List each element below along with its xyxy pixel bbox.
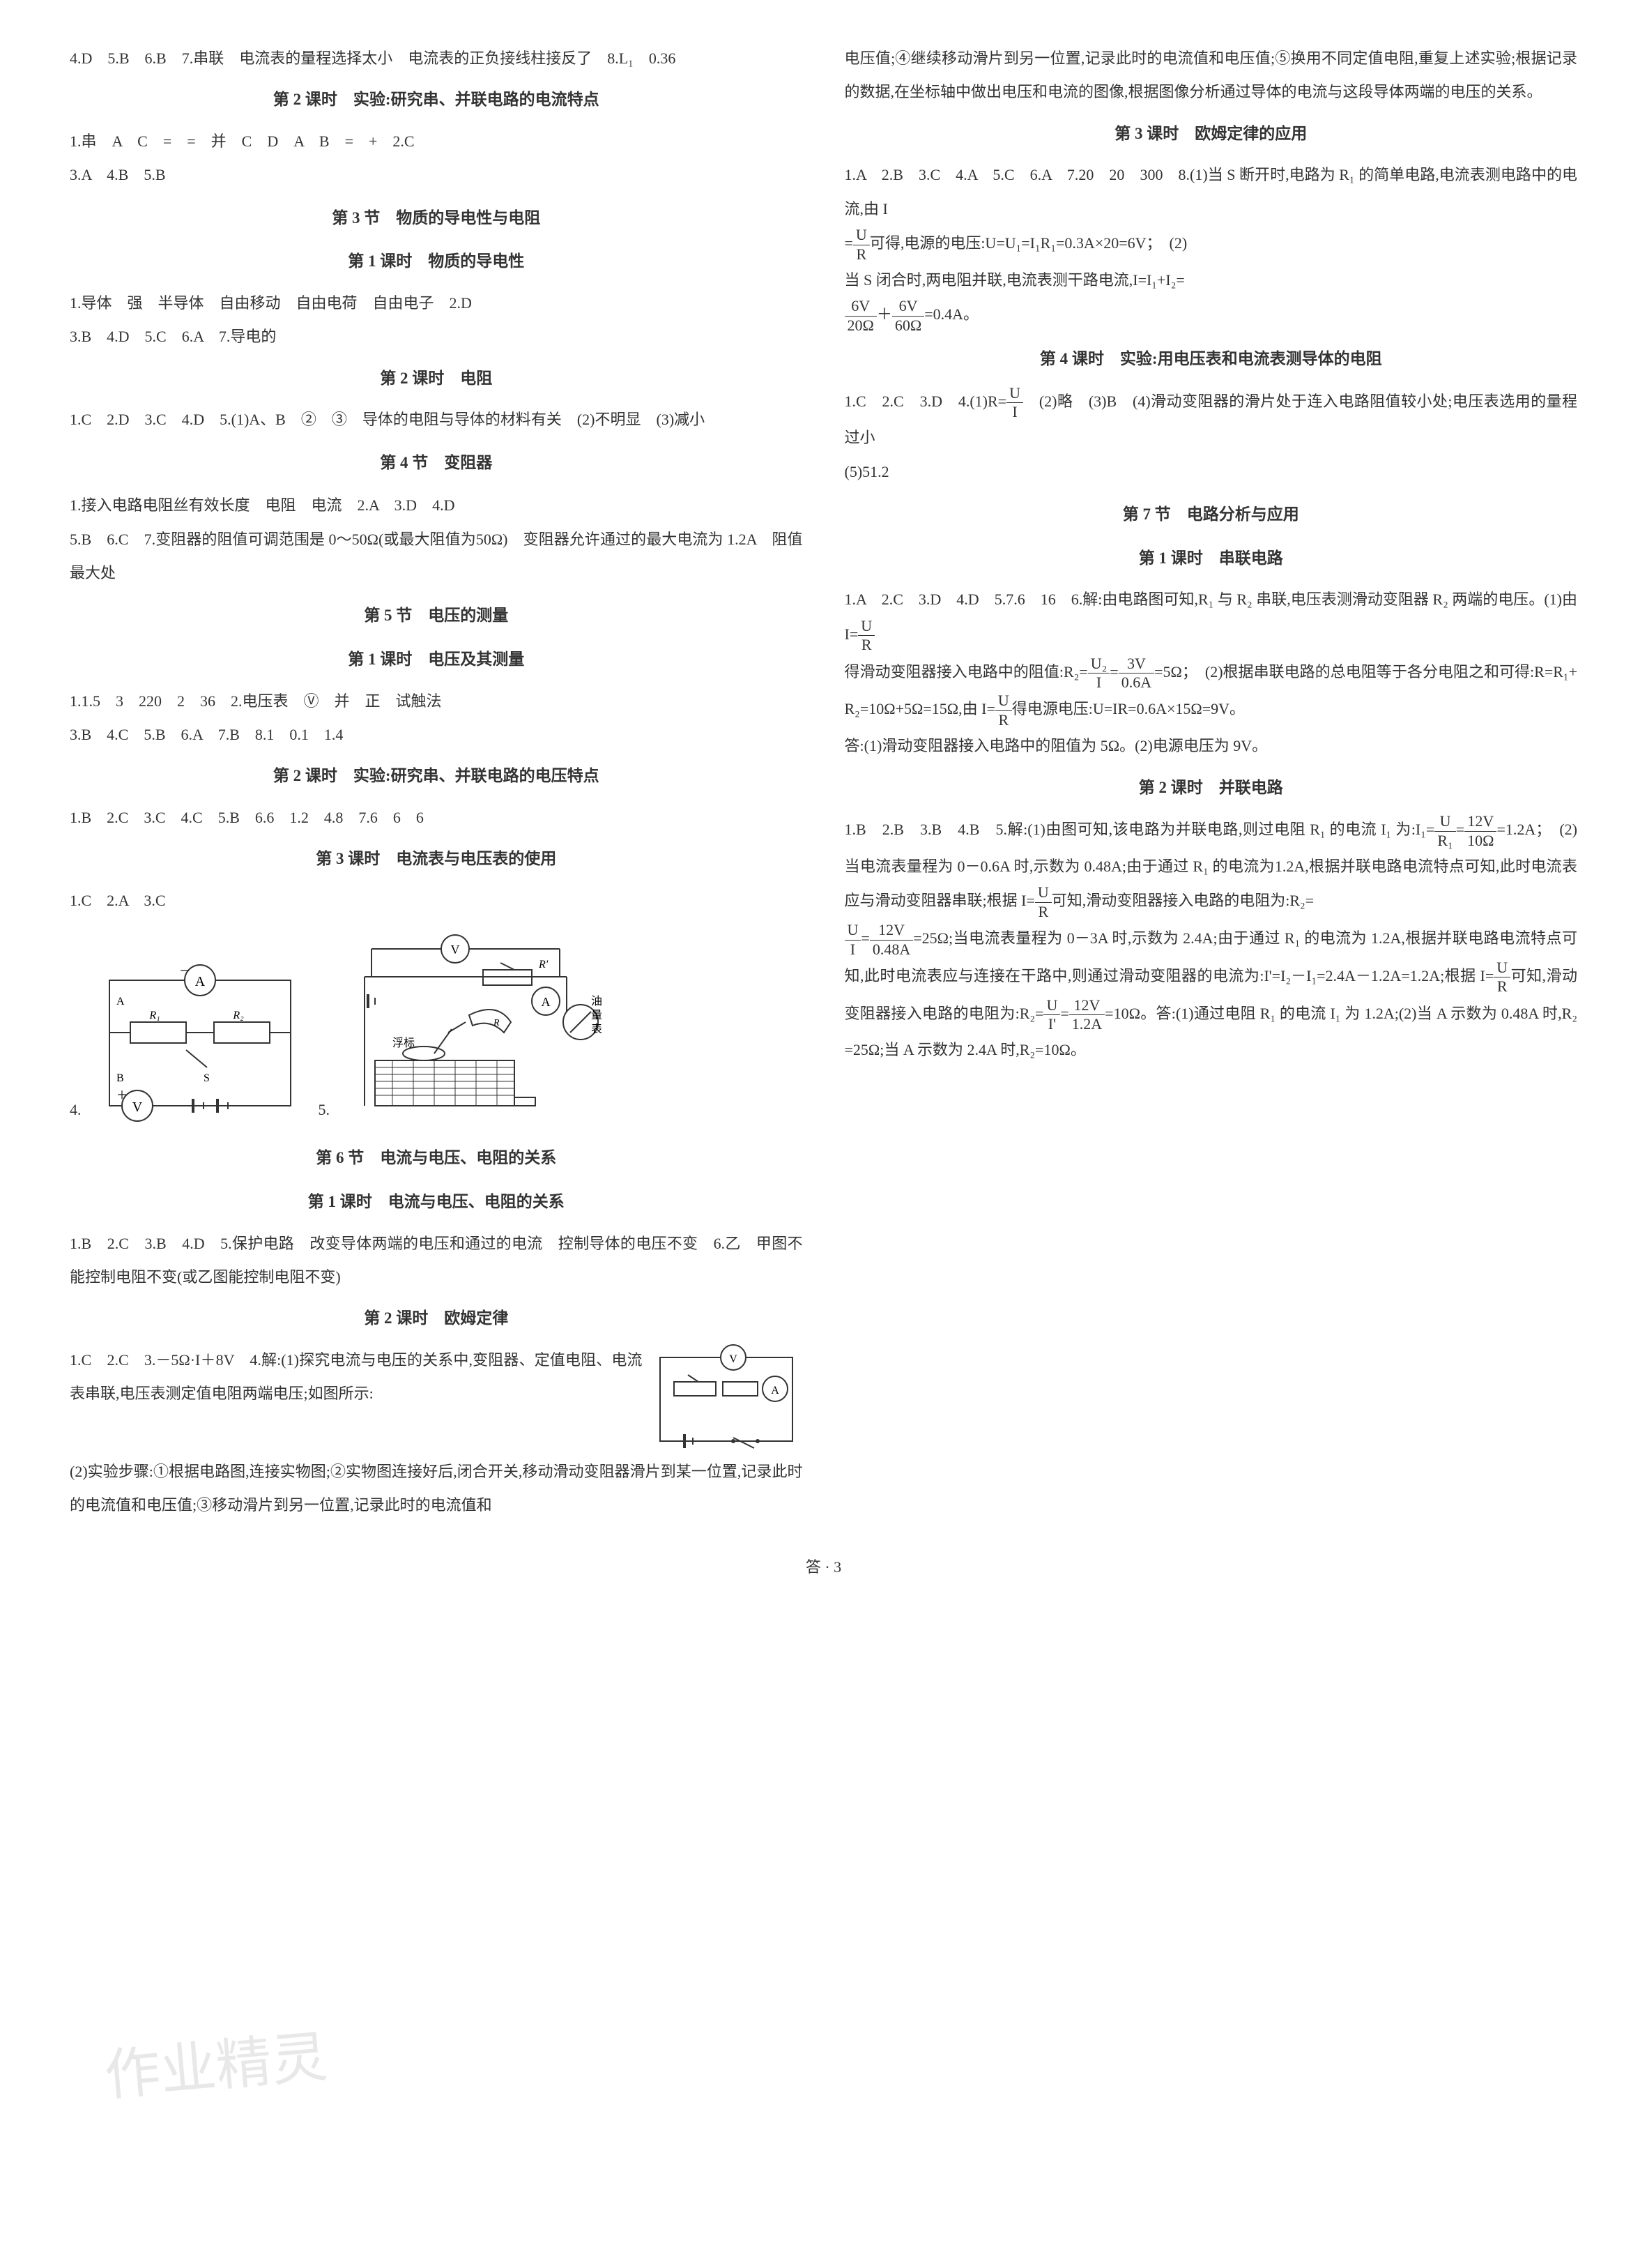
answer-line: (2)实验步骤:①根据电路图,连接实物图;②实物图连接好后,闭合开关,移动滑动变… xyxy=(70,1455,803,1523)
formula-after: =0.4A。 xyxy=(924,305,979,323)
svg-text:A: A xyxy=(542,995,551,1009)
answer-line: 电压值;④继续移动滑片到另一位置,记录此时的电流值和电压值;⑤换用不同定值电阻,… xyxy=(845,42,1578,109)
answer-line: 1.导体 强 半导体 自由移动 自由电荷 自由电子 2.D xyxy=(70,287,803,320)
answer-line: 1.C 2.C 3.D 4.(1)R=UI (2)略 (3)B (4)滑动变阻器… xyxy=(845,384,1578,455)
left-column: 4.D 5.B 6.B 7.串联 电流表的量程选择太小 电流表的正负接线柱接反了… xyxy=(70,42,803,1523)
svg-text:量: 量 xyxy=(591,1010,602,1021)
section-title: 第 6 节 电流与电压、电阻的关系 xyxy=(70,1141,803,1176)
answer-line: 1.串 A C = = 并 C D A B = + 2.C xyxy=(70,125,803,158)
lesson-title: 第 4 课时 实验:用电压表和电流表测导体的电阻 xyxy=(845,342,1578,377)
answer-line: 3.B 4.D 5.C 6.A 7.导电的 xyxy=(70,320,803,353)
lesson-title: 第 1 课时 物质的导电性 xyxy=(70,244,803,280)
answer-text: 1.C 2.C 3.D 4.(1)R= xyxy=(845,393,1007,410)
lesson-title: 第 2 课时 实验:研究串、并联电路的电压特点 xyxy=(70,759,803,794)
svg-text:S: S xyxy=(204,1072,210,1084)
answer-text: 得电源电压:U=IR=0.6A×15Ω=9V。 xyxy=(1012,700,1245,717)
answer-text: =25Ω;当电流表量程为 0－3A 时,示数为 2.4A;由于通过 R₁ 的电流… xyxy=(845,929,1578,984)
answer-text: 1.B 2.B 3.B 4.B 5.解:(1)由图可知,该电路为并联电路,则过电… xyxy=(845,821,1435,838)
answer-line: 答:(1)滑动变阻器接入电路中的阻值为 5Ω。(2)电源电压为 9V。 xyxy=(845,729,1578,763)
circuit-diagrams-row: 4. A － R₁ R₂ A B S V ＋ xyxy=(70,931,803,1127)
lesson-title: 第 1 课时 电流与电压、电阻的关系 xyxy=(70,1185,803,1220)
lesson-title: 第 3 课时 欧姆定律的应用 xyxy=(845,116,1578,152)
circuit-diagram-ohm: V A xyxy=(650,1344,803,1455)
answer-line: 1.B 2.C 3.B 4.D 5.保护电路 改变导体两端的电压和通过的电流 控… xyxy=(70,1227,803,1295)
answer-text: 得滑动变阻器接入电路中的阻值:R₂= xyxy=(845,663,1088,680)
lesson-title: 第 1 课时 串联电路 xyxy=(845,541,1578,577)
lesson-title: 第 2 课时 实验:研究串、并联电路的电流特点 xyxy=(70,82,803,118)
svg-text:R: R xyxy=(493,1018,500,1028)
svg-text:R': R' xyxy=(538,959,549,971)
answer-line: 3.B 4.C 5.B 6.A 7.B 8.1 0.1 1.4 xyxy=(70,718,803,752)
answer-line: 1.C 2.D 3.C 4.D 5.(1)A、B ② ③ 导体的电阻与导体的材料… xyxy=(70,403,803,436)
circuit-diagram-4: A － R₁ R₂ A B S V ＋ xyxy=(95,959,305,1127)
svg-text:表: 表 xyxy=(591,1023,602,1035)
watermark: 作业精灵 xyxy=(100,1996,332,2138)
answer-line: 1.A 2.B 3.C 4.A 5.C 6.A 7.20 20 300 8.(1… xyxy=(845,158,1578,226)
section-title: 第 4 节 变阻器 xyxy=(70,446,803,481)
answer-line: 4.D 5.B 6.B 7.串联 电流表的量程选择太小 电流表的正负接线柱接反了… xyxy=(70,42,803,75)
svg-text:V: V xyxy=(729,1353,737,1365)
section-title: 第 3 节 物质的导电性与电阻 xyxy=(70,201,803,236)
section-title: 第 5 节 电压的测量 xyxy=(70,598,803,634)
svg-text:V: V xyxy=(451,943,460,957)
circuit-label-5: 5. xyxy=(319,1093,330,1127)
svg-text:A: A xyxy=(194,974,205,989)
answer-line: UI=12V0.48A=25Ω;当电流表量程为 0－3A 时,示数为 2.4A;… xyxy=(845,921,1578,1067)
answer-text: 1.A 2.C 3.D 4.D 5.7.6 16 6.解:由电路图可知,R₁ 与… xyxy=(845,591,1578,642)
formula-after: 可得,电源的电压:U=U₁=I₁R₁=0.3A×20=6V； (2) xyxy=(870,234,1187,252)
page-footer: 答 · 3 xyxy=(70,1551,1577,1584)
lesson-title: 第 2 课时 电阻 xyxy=(70,361,803,397)
answer-line: 1.接入电路电阻丝有效长度 电阻 电流 2.A 3.D 4.D xyxy=(70,489,803,522)
svg-text:A: A xyxy=(116,996,125,1007)
section-title: 第 7 节 电路分析与应用 xyxy=(845,497,1578,533)
circuit-diagram-5: V R' A 油 量 表 R xyxy=(344,931,608,1127)
svg-text:R₂: R₂ xyxy=(232,1010,244,1021)
svg-text:B: B xyxy=(116,1072,124,1084)
lesson-title: 第 3 课时 电流表与电压表的使用 xyxy=(70,842,803,877)
svg-text:油: 油 xyxy=(591,995,602,1007)
svg-text:R₁: R₁ xyxy=(148,1010,160,1021)
svg-text:＋: ＋ xyxy=(116,1090,128,1102)
svg-text:浮标: 浮标 xyxy=(392,1037,415,1049)
answer-line: 3.A 4.B 5.B xyxy=(70,158,803,192)
answer-line: 1.B 2.B 3.B 4.B 5.解:(1)由图可知,该电路为并联电路,则过电… xyxy=(845,812,1578,921)
svg-text:－: － xyxy=(179,966,190,977)
formula-line: 6V20Ω＋6V60Ω=0.4A。 xyxy=(845,297,1578,335)
answer-text: 可知,滑动变阻器接入电路的电阻为:R₂= xyxy=(1052,892,1314,909)
svg-text:A: A xyxy=(771,1385,779,1396)
formula-line: =UR可得,电源的电压:U=U₁=I₁R₁=0.3A×20=6V； (2) xyxy=(845,226,1578,264)
circuit-label-4: 4. xyxy=(70,1093,82,1127)
answer-line: 当 S 闭合时,两电阻并联,电流表测干路电流,I=I₁+I₂= xyxy=(845,264,1578,297)
answer-line: 1.1.5 3 220 2 36 2.电压表 Ⓥ 并 正 试触法 xyxy=(70,685,803,718)
answer-line: 5.B 6.C 7.变阻器的阻值可调范围是 0～50Ω(或最大阻值为50Ω) 变… xyxy=(70,523,803,591)
lesson-title: 第 1 课时 电压及其测量 xyxy=(70,642,803,678)
answer-line: (5)51.2 xyxy=(845,455,1578,489)
answer-line: 1.C 2.C 3.－5Ω·I＋8V 4.解:(1)探究电流与电压的关系中,变阻… xyxy=(70,1344,643,1411)
lesson-title: 第 2 课时 并联电路 xyxy=(845,770,1578,806)
answer-line: 1.C 2.A 3.C xyxy=(70,884,803,918)
answer-line: 1.A 2.C 3.D 4.D 5.7.6 16 6.解:由电路图可知,R₁ 与… xyxy=(845,583,1578,654)
lesson-title: 第 2 课时 欧姆定律 xyxy=(70,1301,803,1337)
right-column: 电压值;④继续移动滑片到另一位置,记录此时的电流值和电压值;⑤换用不同定值电阻,… xyxy=(845,42,1578,1523)
answer-line: 1.B 2.C 3.C 4.C 5.B 6.6 1.2 4.8 7.6 6 6 xyxy=(70,801,803,835)
svg-text:V: V xyxy=(132,1099,142,1115)
page-container: 4.D 5.B 6.B 7.串联 电流表的量程选择太小 电流表的正负接线柱接反了… xyxy=(70,42,1577,1523)
answer-line: 得滑动变阻器接入电路中的阻值:R₂=U₂I=3V0.6A=5Ω； (2)根据串联… xyxy=(845,655,1578,730)
